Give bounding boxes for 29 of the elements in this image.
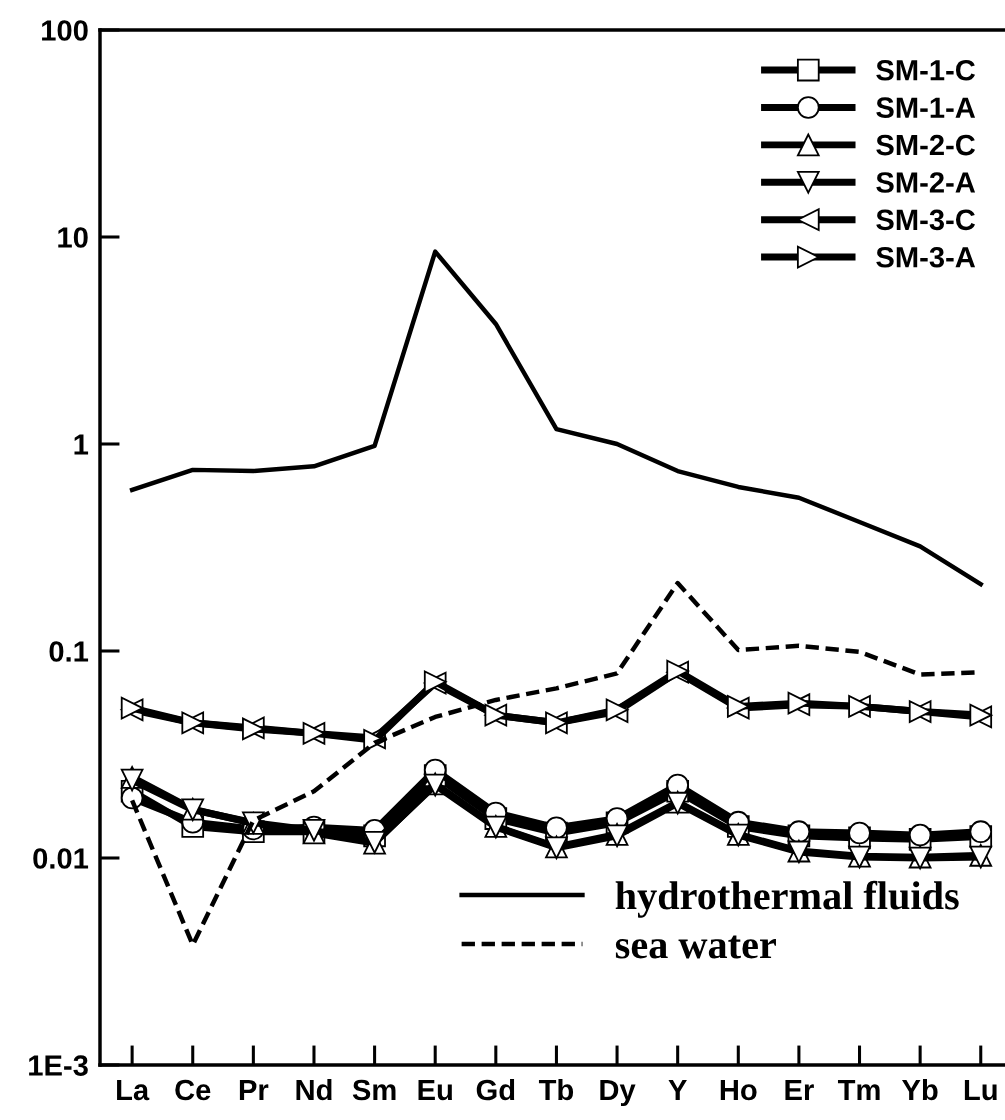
x-tick-label: Yb	[902, 1078, 938, 1101]
x-tick-label: Dy	[600, 1079, 636, 1107]
legend-label: SM-1-A	[876, 97, 976, 118]
legend-label: SM-2-A	[876, 172, 976, 193]
y-tick-label: 1	[74, 434, 89, 455]
legend-label: hydrothermal fluids	[615, 880, 959, 918]
x-tick-label: Gd	[476, 1078, 515, 1101]
x-tick-label: La	[117, 1079, 150, 1101]
x-tick-label: Ce	[175, 1079, 211, 1101]
x-tick-label: Er	[785, 1079, 814, 1101]
x-tick-label: Nd	[296, 1078, 332, 1101]
x-tick-label: Sm	[352, 1079, 396, 1101]
legend-label: SM-3-C	[876, 209, 976, 231]
y-tick-label: 0.1	[49, 641, 89, 662]
x-tick-label: Tm	[837, 1079, 880, 1101]
y-tick-label: 0.01	[33, 848, 89, 869]
y-tick-label: 1E-3	[29, 1055, 88, 1076]
x-tick-label: Lu	[964, 1079, 997, 1101]
legend-label: SM-2-C	[876, 134, 976, 156]
x-tick-label: Ho	[720, 1079, 757, 1101]
y-tick-label: 100	[42, 20, 88, 41]
x-tick-label: Y	[668, 1079, 687, 1101]
y-tick-label: 10	[58, 227, 88, 248]
x-tick-label: Pr	[239, 1079, 269, 1101]
legend-label: sea water	[615, 935, 776, 959]
x-tick-label: Eu	[418, 1079, 452, 1101]
legend-label: SM-1-C	[876, 59, 976, 81]
legend-label: SM-3-A	[876, 246, 976, 268]
x-tick-label: Tb	[538, 1078, 574, 1101]
